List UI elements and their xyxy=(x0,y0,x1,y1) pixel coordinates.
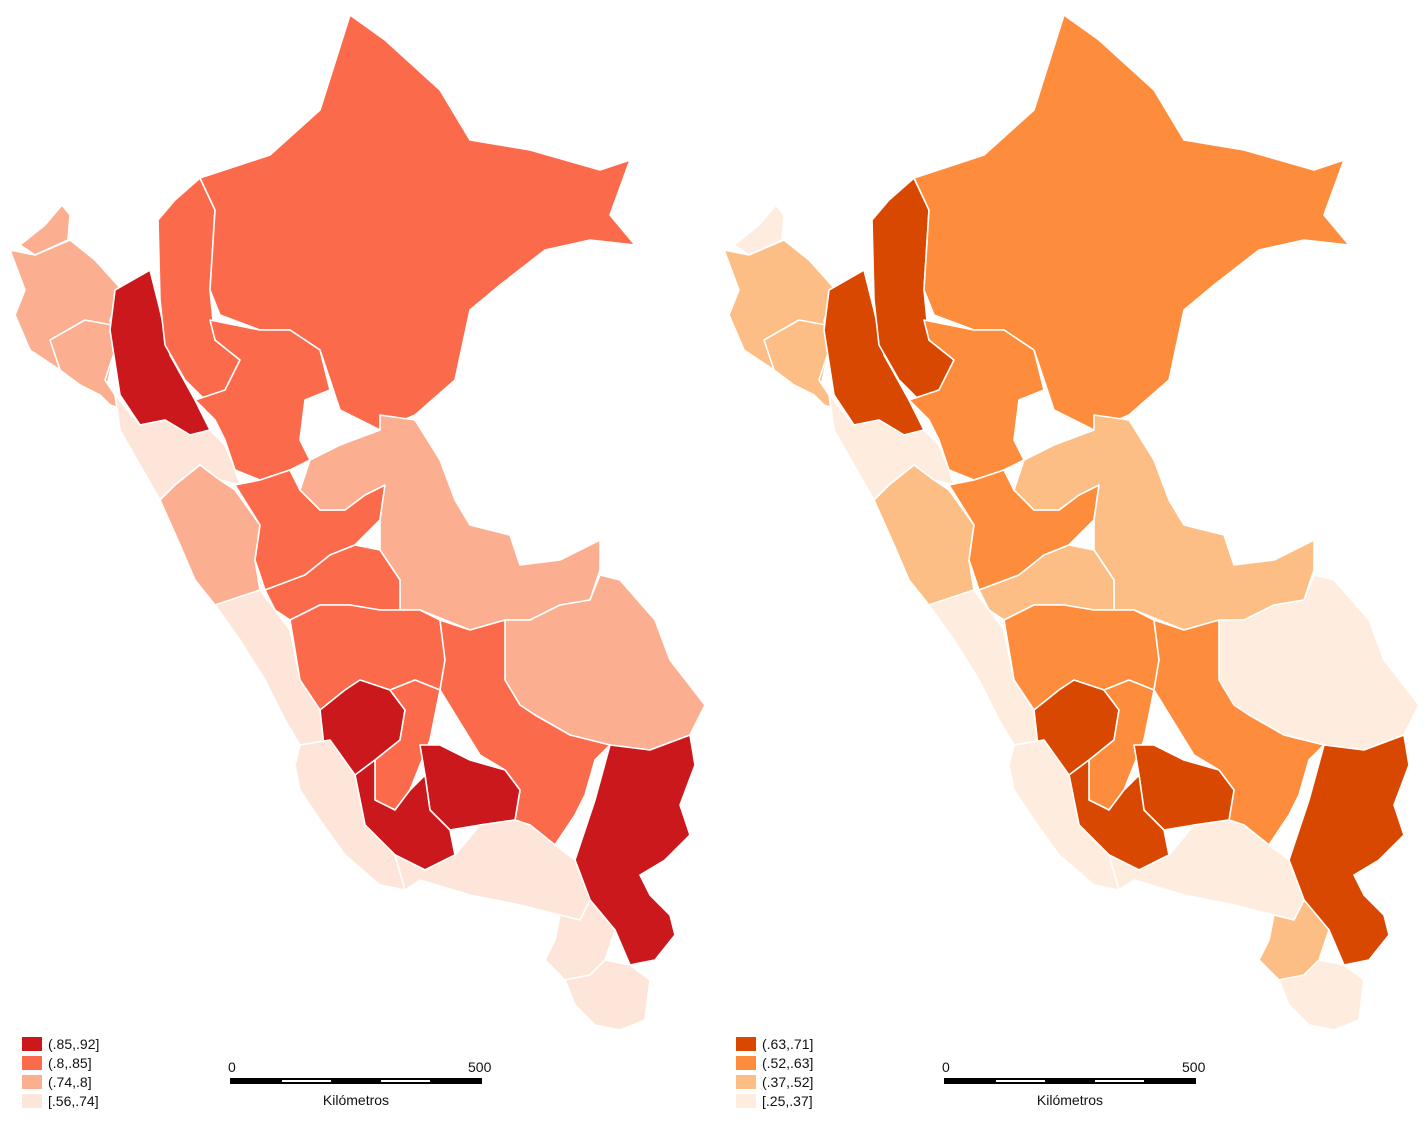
legend-label: (.52,.63] xyxy=(762,1054,814,1071)
legend-swatch xyxy=(22,1074,42,1089)
legend-label: (.74,.8] xyxy=(48,1073,92,1090)
legend-swatch xyxy=(22,1036,42,1051)
legend-item: [.56,.74] xyxy=(22,1091,99,1110)
legend-swatch xyxy=(22,1093,42,1108)
legend-right: (.63,.71] (.52,.63] (.37,.52] [.25,.37] xyxy=(736,1034,813,1110)
legend-label: [.25,.37] xyxy=(762,1092,813,1109)
legend-item: (.85,.92] xyxy=(22,1034,99,1053)
scale-ruler xyxy=(944,1078,1196,1084)
scale-start-label: 0 xyxy=(228,1059,236,1075)
choropleth-map-left xyxy=(9,14,706,1031)
region-cusco xyxy=(1153,619,1325,846)
legend-left: (.85,.92] (.8,.85] (.74,.8] [.56,.74] xyxy=(22,1034,99,1110)
region-arequipa xyxy=(394,819,591,921)
region-tacna xyxy=(564,959,651,1031)
legend-item: [.25,.37] xyxy=(736,1091,813,1110)
region-cusco xyxy=(439,619,611,846)
scale-bar-left: 0 500 Kilómetros xyxy=(228,1058,492,1108)
region-tacna xyxy=(1278,959,1365,1031)
legend-label: (.8,.85] xyxy=(48,1054,92,1071)
legend-item: (.74,.8] xyxy=(22,1072,99,1091)
scale-end-label: 500 xyxy=(1182,1059,1206,1075)
legend-label: (.63,.71] xyxy=(762,1035,814,1052)
scale-end-label: 500 xyxy=(468,1059,492,1075)
legend-label: (.37,.52] xyxy=(762,1073,814,1090)
legend-label: (.85,.92] xyxy=(48,1035,100,1052)
legend-label: [.56,.74] xyxy=(48,1092,99,1109)
scale-title: Kilómetros xyxy=(1036,1092,1104,1108)
map-panel-left: (.85,.92] (.8,.85] (.74,.8] [.56,.74] 0 … xyxy=(9,14,706,1110)
legend-swatch xyxy=(736,1074,756,1089)
scale-title: Kilómetros xyxy=(322,1092,390,1108)
legend-swatch xyxy=(736,1036,756,1051)
scale-ruler xyxy=(230,1078,482,1084)
choropleth-map-right xyxy=(723,14,1420,1031)
region-arequipa xyxy=(1108,819,1305,921)
legend-swatch xyxy=(736,1093,756,1108)
scale-start-label: 0 xyxy=(942,1059,950,1075)
legend-item: (.8,.85] xyxy=(22,1053,99,1072)
legend-swatch xyxy=(736,1055,756,1070)
legend-item: (.52,.63] xyxy=(736,1053,813,1072)
legend-item: (.63,.71] xyxy=(736,1034,813,1053)
scale-bar-right: 0 500 Kilómetros xyxy=(942,1058,1206,1108)
legend-swatch xyxy=(22,1055,42,1070)
legend-item: (.37,.52] xyxy=(736,1072,813,1091)
map-panel-right: (.63,.71] (.52,.63] (.37,.52] [.25,.37] … xyxy=(714,0,1428,1125)
